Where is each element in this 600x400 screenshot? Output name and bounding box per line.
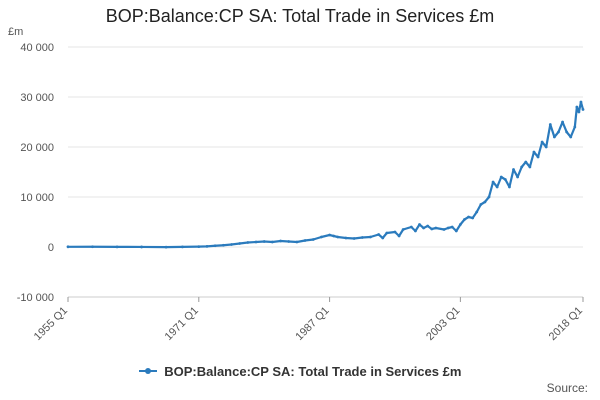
data-point (295, 240, 299, 244)
data-point (479, 203, 483, 206)
legend-series-label: BOP:Balance:CP SA: Total Trade in Servic… (164, 364, 462, 379)
data-point (573, 125, 577, 129)
data-point (381, 236, 385, 240)
data-point (471, 216, 475, 220)
data-point (434, 226, 438, 230)
data-point (181, 245, 184, 249)
data-point (512, 168, 515, 171)
data-point (467, 215, 470, 219)
data-point (91, 245, 94, 249)
data-point (579, 100, 583, 104)
data-point (221, 243, 225, 247)
data-point (328, 233, 331, 237)
data-point (450, 225, 454, 229)
y-axis-unit-label: £m (8, 26, 24, 38)
data-point (548, 123, 552, 126)
data-point (393, 230, 397, 234)
data-point (540, 140, 544, 144)
y-tick-label: 40 000 (20, 42, 54, 54)
x-tick-label: 1971 Q1 (163, 305, 201, 343)
data-point (463, 218, 466, 221)
data-point (503, 178, 507, 181)
data-point (320, 235, 323, 239)
data-point (491, 180, 495, 184)
data-point (532, 150, 536, 154)
data-point (230, 243, 233, 246)
data-point (520, 165, 524, 169)
data-point (262, 240, 266, 243)
chart-title: BOP:Balance:CP SA: Total Trade in Servic… (105, 6, 495, 26)
data-point (458, 223, 462, 226)
data-point (213, 244, 217, 248)
data-point (442, 228, 446, 231)
data-point (528, 165, 532, 169)
data-point (552, 135, 556, 139)
x-tick-label: 2018 Q1 (547, 305, 585, 343)
data-point (254, 240, 258, 244)
data-point (360, 236, 364, 239)
data-point (344, 236, 348, 240)
y-tick-label: -10 000 (17, 292, 54, 304)
x-tick-label: 1987 Q1 (293, 305, 331, 343)
data-point (430, 227, 434, 231)
data-point (561, 120, 564, 124)
y-tick-label: 20 000 (20, 142, 54, 154)
data-point (475, 210, 479, 214)
y-tick-label: 10 000 (20, 192, 54, 204)
data-point (197, 245, 201, 249)
data-point (303, 239, 307, 242)
data-point (332, 234, 336, 238)
legend[interactable]: BOP:Balance:CP SA: Total Trade in Servic… (0, 364, 600, 379)
data-point (577, 110, 581, 114)
data-point (246, 241, 250, 244)
data-point (565, 130, 569, 134)
data-point (544, 145, 548, 149)
data-point (454, 229, 458, 233)
data-point (422, 226, 425, 230)
data-point (377, 233, 381, 236)
x-tick-label: 1955 Q1 (32, 305, 70, 343)
data-point (446, 226, 450, 230)
data-point (557, 130, 560, 134)
data-point (287, 240, 291, 243)
data-point (164, 245, 168, 249)
data-point (569, 135, 573, 139)
data-point (279, 239, 282, 243)
data-point (397, 234, 401, 238)
data-point (508, 185, 511, 189)
y-tick-label: 0 (48, 242, 54, 254)
y-tick-label: 30 000 (20, 92, 54, 104)
data-point (401, 228, 405, 231)
data-point (205, 245, 209, 248)
data-point (369, 235, 372, 239)
data-point (66, 245, 70, 249)
data-point (487, 195, 491, 199)
data-point (352, 237, 356, 240)
data-point (336, 235, 340, 239)
series-line (67, 100, 585, 249)
source-label: Source: (546, 381, 588, 395)
data-point (581, 108, 585, 111)
data-point (483, 200, 487, 204)
data-point (414, 229, 417, 233)
data-point (238, 242, 242, 245)
data-point (270, 240, 274, 244)
data-point (311, 238, 315, 241)
data-point (499, 175, 503, 179)
x-tick-label: 2003 Q1 (424, 305, 462, 343)
legend-series-marker (138, 367, 157, 374)
data-point (516, 175, 520, 179)
data-point (495, 185, 499, 189)
data-point (385, 231, 389, 235)
data-point (536, 155, 540, 159)
data-point (409, 225, 413, 229)
data-point (575, 105, 579, 109)
data-point (140, 245, 143, 249)
data-point (524, 160, 528, 164)
data-point (115, 245, 119, 249)
data-point (426, 224, 430, 228)
data-point (418, 223, 421, 226)
